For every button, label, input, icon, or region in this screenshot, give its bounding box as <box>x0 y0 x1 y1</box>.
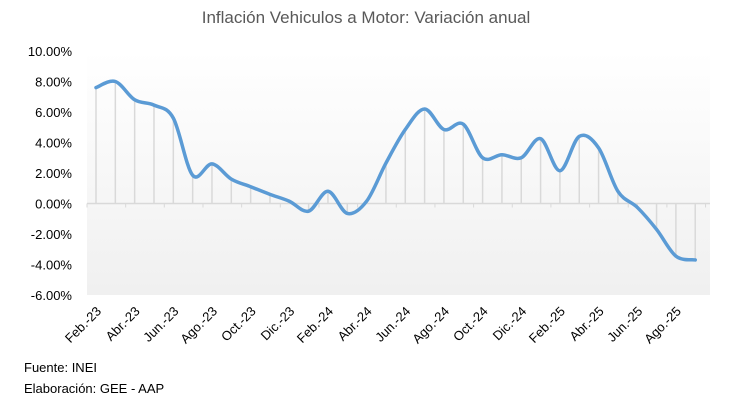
x-tick-label: Dic.-24 <box>490 304 530 344</box>
chart-title: Inflación Vehiculos a Motor: Variación a… <box>201 8 531 27</box>
x-tick-label: Jun.-24 <box>372 304 413 345</box>
x-tick-label: Ago.-24 <box>409 304 452 347</box>
x-tick-label: Dic.-23 <box>258 304 298 344</box>
data-point <box>94 86 98 90</box>
x-tick-label: Abr.-24 <box>334 304 374 344</box>
data-point <box>481 156 485 160</box>
data-point <box>384 161 388 165</box>
credit-note: Elaboración: GEE - AAP <box>24 381 165 396</box>
data-point <box>423 107 427 111</box>
data-point <box>210 162 214 166</box>
x-tick-label: Feb.-25 <box>526 304 568 346</box>
y-tick-label: 2.00% <box>35 166 72 181</box>
data-point <box>500 153 504 157</box>
data-point <box>171 116 175 120</box>
y-tick-label: 0.00% <box>35 197 72 212</box>
data-point <box>229 177 233 181</box>
y-tick-label: 6.00% <box>35 105 72 120</box>
data-point <box>152 103 156 107</box>
data-point <box>442 128 446 132</box>
y-tick-label: -6.00% <box>31 288 73 303</box>
source-note: Fuente: INEI <box>24 360 97 375</box>
data-point <box>133 98 137 102</box>
y-tick-label: 4.00% <box>35 136 72 151</box>
data-point <box>365 199 369 203</box>
data-point <box>635 205 639 209</box>
x-tick-label: Feb.-23 <box>62 304 104 346</box>
y-tick-label: 8.00% <box>35 75 72 90</box>
x-tick-label: Ago.-23 <box>177 304 220 347</box>
data-point <box>461 122 465 126</box>
data-point <box>307 209 311 213</box>
data-point <box>558 169 562 173</box>
x-tick-label: Jun.-25 <box>604 304 645 345</box>
data-point <box>191 173 195 177</box>
x-tick-label: Feb.-24 <box>294 304 336 346</box>
data-point <box>539 137 543 141</box>
data-point <box>693 258 697 262</box>
data-point <box>403 128 407 132</box>
x-tick-label: Oct.-24 <box>450 304 491 345</box>
data-point <box>519 156 523 160</box>
data-point <box>326 189 330 193</box>
y-tick-label: -4.00% <box>31 258 73 273</box>
data-point <box>249 185 253 189</box>
x-tick-label: Jun.-23 <box>140 304 181 345</box>
plot-area <box>87 51 710 295</box>
data-point <box>674 254 678 258</box>
x-tick-label: Abr.-23 <box>103 304 143 344</box>
series-line <box>94 79 697 262</box>
y-tick-label: 10.00% <box>28 44 73 59</box>
data-point <box>616 189 620 193</box>
data-point <box>345 211 349 215</box>
data-point <box>597 146 601 150</box>
x-tick-label: Ago.-25 <box>641 304 684 347</box>
x-tick-label: Oct.-23 <box>218 304 259 345</box>
data-point <box>287 199 291 203</box>
y-tick-label: -2.00% <box>31 227 73 242</box>
data-point <box>577 134 581 138</box>
data-point <box>268 192 272 196</box>
x-tick-label: Abr.-25 <box>566 304 606 344</box>
data-point <box>113 80 117 83</box>
data-point <box>655 227 659 231</box>
